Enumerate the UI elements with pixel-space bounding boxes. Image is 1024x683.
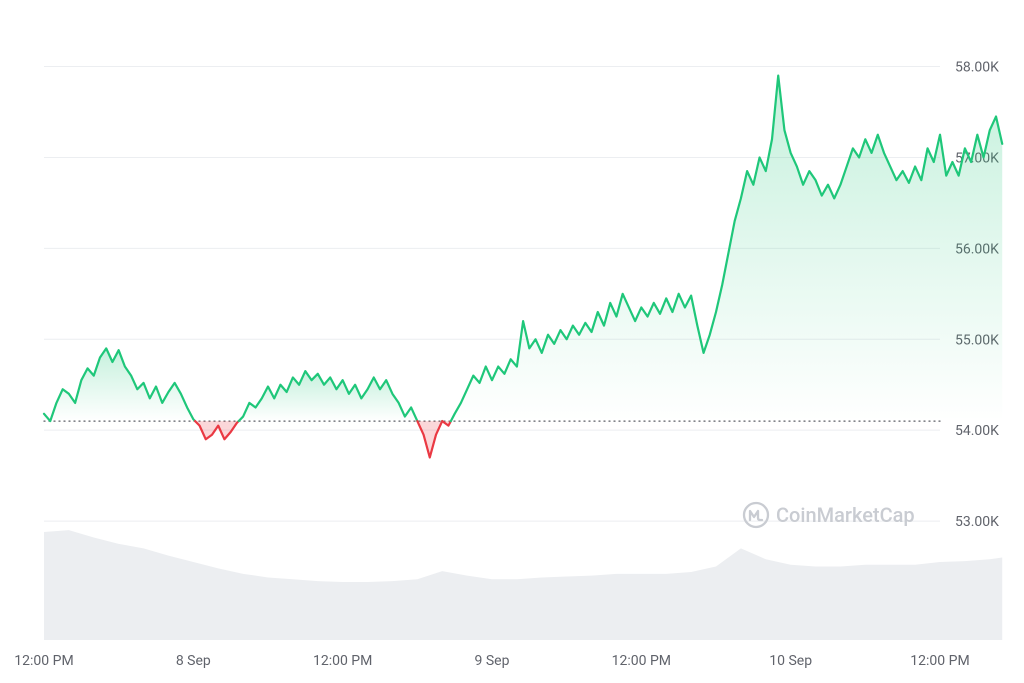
y-axis-label: 58.00K — [955, 60, 999, 76]
price-area-down — [417, 421, 442, 457]
x-axis-label: 8 Sep — [176, 653, 211, 669]
y-axis-label: 53.00K — [955, 514, 999, 530]
x-axis-label: 12:00 PM — [313, 653, 372, 669]
watermark: CoinMarketCap — [744, 503, 915, 527]
y-axis-label: 54.00K — [955, 423, 999, 439]
x-axis-label: 12:00 PM — [612, 653, 671, 669]
price-chart: 53.00K54.00K55.00K56.00K57.00K58.00K12:0… — [0, 0, 1024, 683]
volume-area — [44, 530, 1002, 640]
watermark-text: CoinMarketCap — [776, 503, 915, 527]
chart-svg: 53.00K54.00K55.00K56.00K57.00K58.00K12:0… — [0, 0, 1024, 683]
x-axis-label: 12:00 PM — [910, 653, 969, 669]
x-axis-label: 9 Sep — [475, 653, 510, 669]
x-axis-label: 12:00 PM — [14, 653, 73, 669]
x-axis-label: 10 Sep — [769, 653, 812, 669]
